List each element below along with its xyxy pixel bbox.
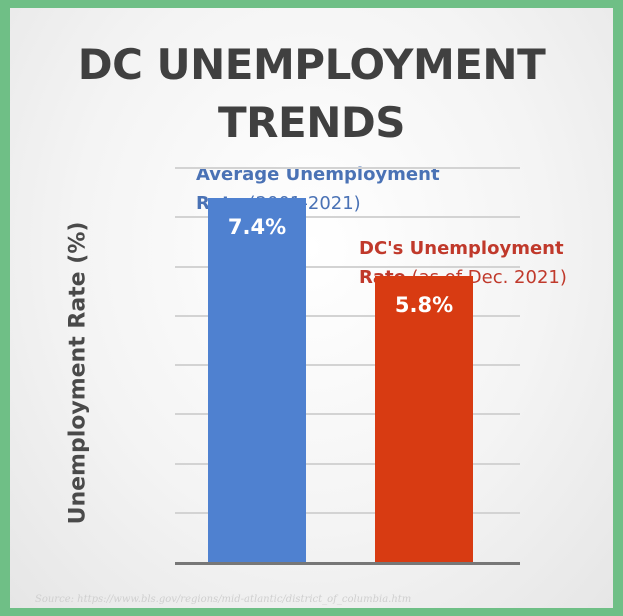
bar-value-label-dc: 5.8%: [394, 293, 454, 318]
bar-average: [208, 197, 306, 562]
chart-title-line1: DC UNEMPLOYMENT: [77, 40, 546, 89]
annotation-dc-line1: DC's Unemployment: [359, 238, 564, 259]
x-axis-line: [175, 562, 520, 565]
gridline: [175, 216, 520, 219]
gridline: [175, 314, 520, 317]
annotation-average-line1: Average Unemployment: [196, 164, 440, 185]
gridline: [175, 511, 520, 514]
gridline: [175, 364, 520, 366]
chart-frame: DC UNEMPLOYMENT TRENDS Unemployment Rate…: [10, 8, 613, 608]
gridline: [175, 265, 520, 268]
bar-dc: [375, 276, 473, 562]
annotation-dc: DC's Unemployment Rate (as of Dec. 2021): [359, 234, 567, 292]
bar-value-label-average: 7.4%: [227, 214, 287, 239]
chart-title-line2: TRENDS: [218, 98, 405, 147]
y-axis-label: Unemployment Rate (%): [65, 221, 91, 525]
gridline: [175, 167, 520, 169]
source-note: Source: https://www.bls.gov/regions/mid-…: [35, 594, 412, 605]
gridline: [175, 462, 520, 465]
gridline: [175, 413, 520, 416]
